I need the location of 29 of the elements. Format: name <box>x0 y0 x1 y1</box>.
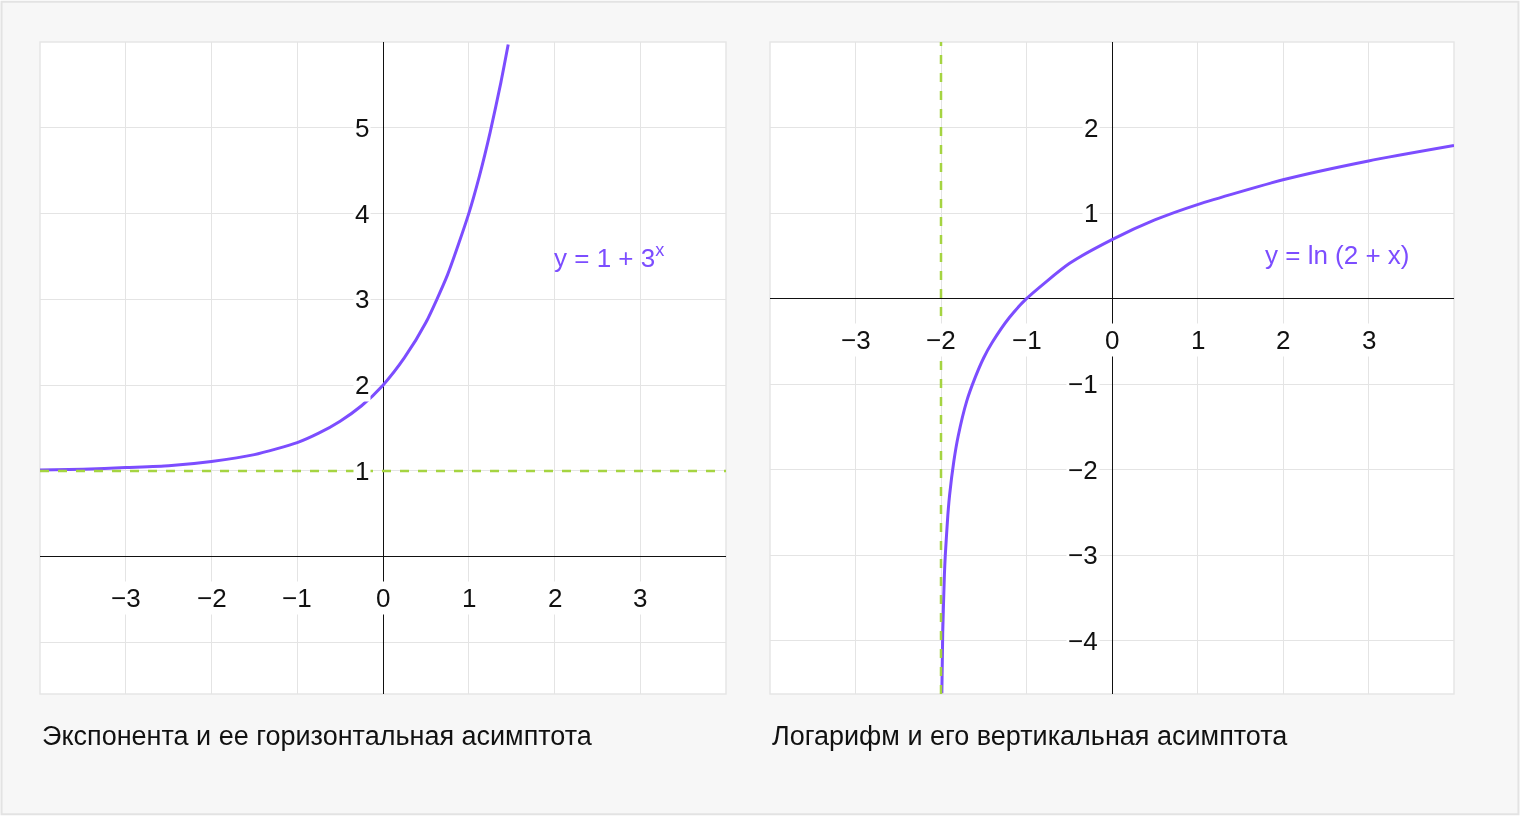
y-tick-label: 4 <box>355 199 370 229</box>
x-tick-label: −2 <box>926 325 956 355</box>
x-tick-label: −3 <box>841 325 871 355</box>
y-tick-label: 5 <box>355 113 370 143</box>
x-tick-label: 3 <box>633 583 648 613</box>
y-tick-label: 2 <box>355 370 370 400</box>
text: Логарифм и его вертикальная асимптота <box>772 721 1289 751</box>
y-tick-label: 1 <box>355 456 370 486</box>
x-tick-label: 2 <box>548 583 563 613</box>
y-tick-label: −3 <box>1068 540 1098 570</box>
x-tick-label: −3 <box>111 583 141 613</box>
annotation: y = 1 + 3$^{x}$ <box>554 240 665 273</box>
x-tick-label: 0 <box>1105 325 1120 355</box>
x-tick-label: −1 <box>282 583 312 613</box>
x-tick-label: 1 <box>462 583 477 613</box>
x-tick-label: −1 <box>1012 325 1042 355</box>
y-tick-label: −4 <box>1068 626 1098 656</box>
y-tick-label: −2 <box>1068 455 1098 485</box>
x-tick-label: 1 <box>1191 325 1206 355</box>
y-tick-label: −1 <box>1068 369 1098 399</box>
annotation: y = ln (2 + x) <box>1265 240 1410 270</box>
x-tick-label: 2 <box>1276 325 1291 355</box>
y-tick-label: 1 <box>1084 198 1099 228</box>
x-tick-label: 0 <box>376 583 391 613</box>
y-tick-label: 2 <box>1084 113 1099 143</box>
y-tick-label: 3 <box>355 284 370 314</box>
x-tick-label: 3 <box>1362 325 1377 355</box>
text: Экспонента и ее горизонтальная асимптота <box>42 721 593 751</box>
x-tick-label: −2 <box>197 583 227 613</box>
